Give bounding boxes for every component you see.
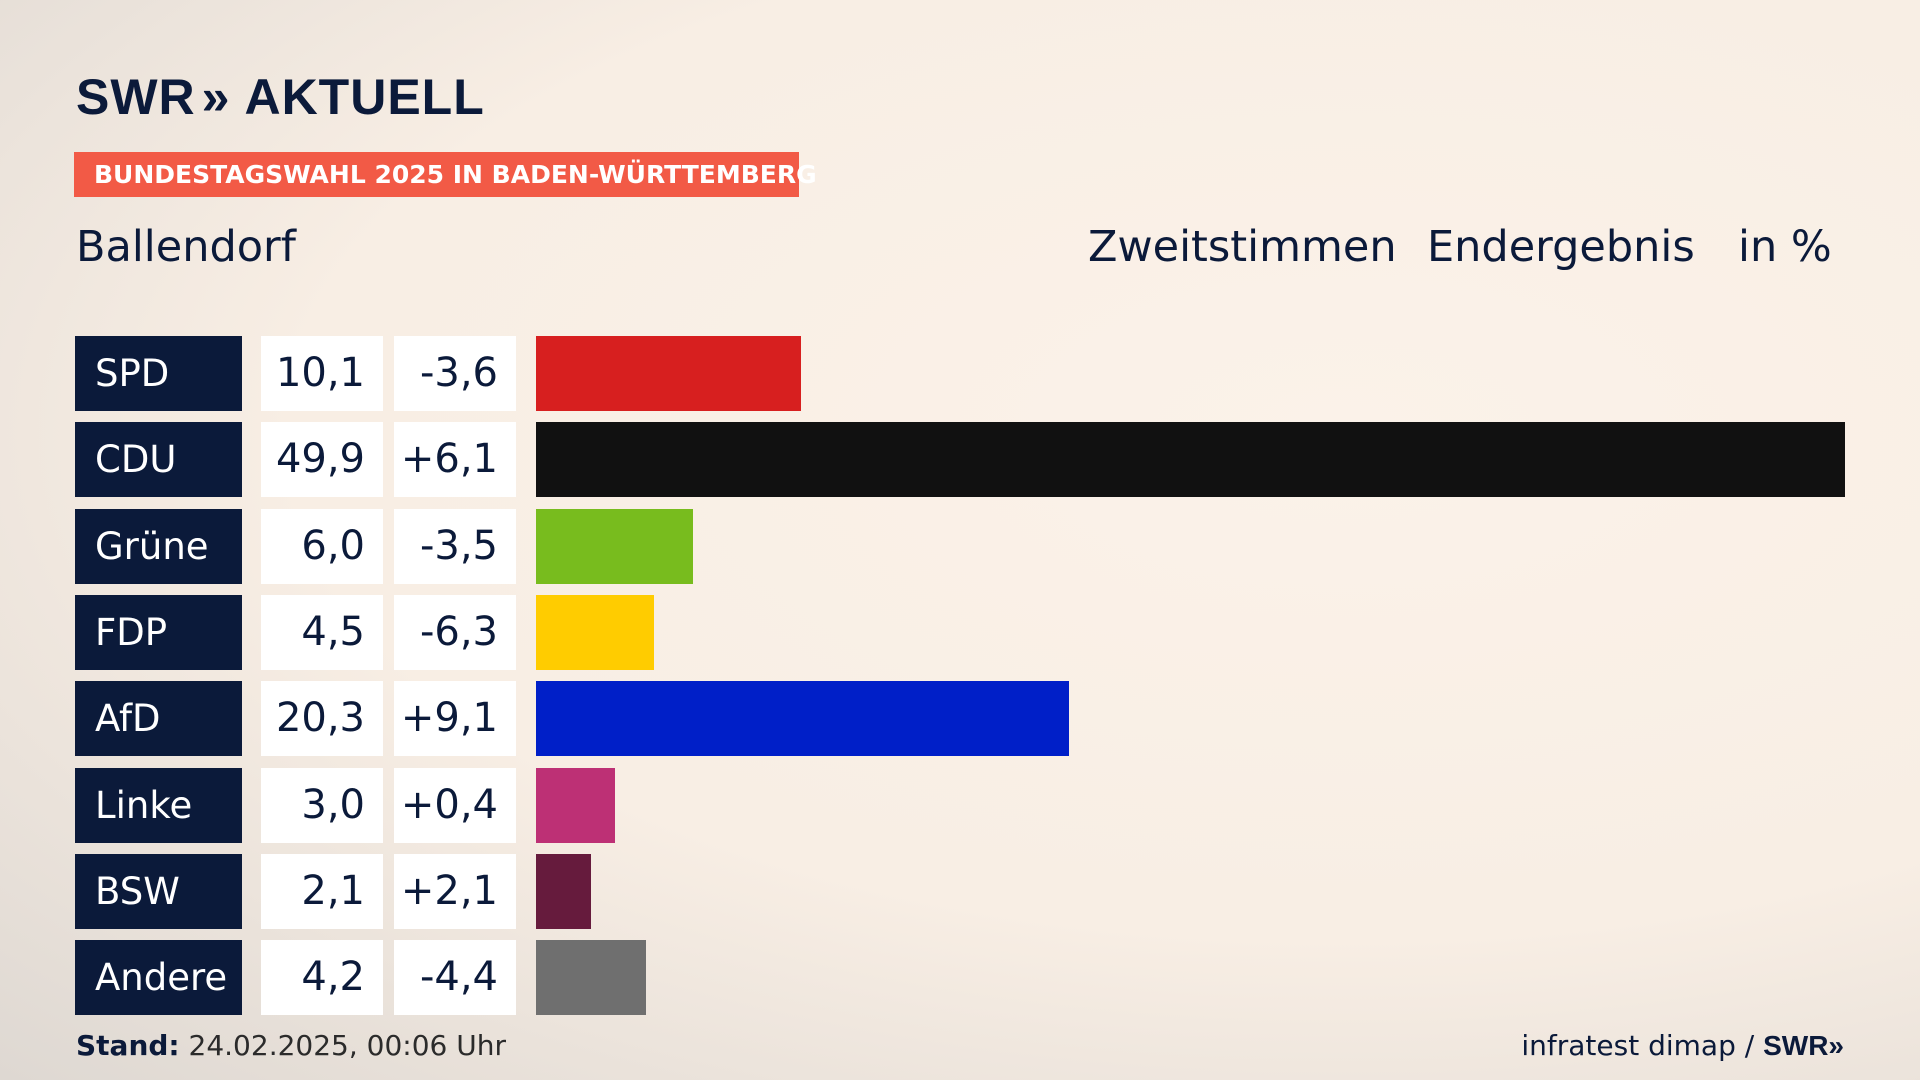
footer-source: infratest dimap / SWR» — [1521, 1029, 1844, 1062]
header-status: Endergebnis — [1427, 222, 1695, 272]
place-title: Ballendorf — [76, 222, 296, 272]
party-label: AfD — [75, 681, 242, 756]
stand-label: Stand: — [76, 1029, 180, 1062]
value-label: 10,1 — [261, 336, 383, 411]
value-label: 6,0 — [261, 509, 383, 584]
header-unit: in % — [1738, 222, 1832, 272]
diff-label: +6,1 — [394, 422, 516, 497]
party-label: CDU — [75, 422, 242, 497]
value-label: 4,5 — [261, 595, 383, 670]
election-banner: BUNDESTAGSWAHL 2025 IN BADEN-WÜRTTEMBERG — [74, 152, 817, 197]
bar — [536, 509, 693, 584]
source-swr-logo: SWR» — [1763, 1030, 1844, 1061]
bar — [536, 681, 1069, 756]
value-label: 49,9 — [261, 422, 383, 497]
diff-label: +0,4 — [394, 768, 516, 843]
source-text: infratest dimap / — [1521, 1029, 1755, 1062]
diff-label: -4,4 — [394, 940, 516, 1015]
swr-aktuell-logo: SWR» AKTUELL — [76, 68, 485, 126]
diff-label: -6,3 — [394, 595, 516, 670]
bar — [536, 854, 591, 929]
bar — [536, 595, 654, 670]
diff-label: +2,1 — [394, 854, 516, 929]
party-label: Linke — [75, 768, 242, 843]
party-label: FDP — [75, 595, 242, 670]
party-label: BSW — [75, 854, 242, 929]
party-label: Andere — [75, 940, 242, 1015]
value-label: 2,1 — [261, 854, 383, 929]
value-label: 4,2 — [261, 940, 383, 1015]
diff-label: -3,5 — [394, 509, 516, 584]
diff-label: -3,6 — [394, 336, 516, 411]
party-label: SPD — [75, 336, 242, 411]
bar — [536, 422, 1845, 497]
header-vote-type: Zweitstimmen — [1088, 222, 1397, 272]
diff-label: +9,1 — [394, 681, 516, 756]
bar — [536, 336, 801, 411]
value-label: 20,3 — [261, 681, 383, 756]
chevron-icon: » — [201, 69, 231, 125]
stand-value: 24.02.2025, 00:06 Uhr — [188, 1029, 506, 1062]
party-label: Grüne — [75, 509, 242, 584]
logo-swr-text: SWR — [76, 69, 196, 125]
footer-stand: Stand: 24.02.2025, 00:06 Uhr — [76, 1029, 506, 1062]
value-label: 3,0 — [261, 768, 383, 843]
bar — [536, 768, 615, 843]
bar — [536, 940, 646, 1015]
logo-aktuell-text: AKTUELL — [244, 69, 485, 125]
